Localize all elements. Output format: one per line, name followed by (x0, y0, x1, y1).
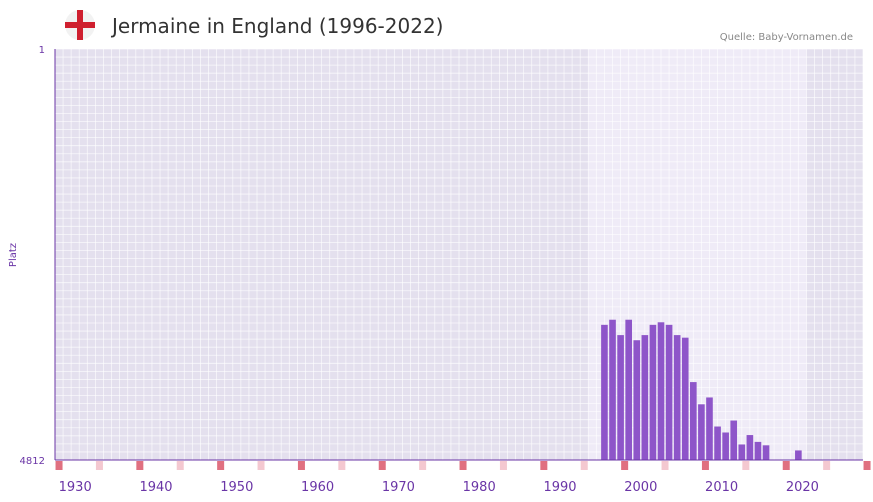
x-tick-marker-minor (661, 461, 669, 470)
england-flag-icon (65, 10, 95, 40)
bar[interactable] (706, 397, 713, 460)
x-tick-label: 2020 (786, 480, 819, 495)
bar[interactable] (754, 441, 762, 460)
bar[interactable] (714, 426, 721, 460)
x-tick-label: 1940 (139, 480, 172, 495)
bar[interactable] (690, 382, 697, 460)
x-tick-marker-major (459, 461, 467, 470)
x-tick-marker-minor (95, 461, 103, 470)
x-tick-label: 2000 (624, 480, 657, 495)
x-tick-marker-minor (338, 461, 346, 470)
bar[interactable] (609, 319, 616, 460)
x-tick-label: 1930 (59, 480, 92, 495)
x-tick-marker-minor (823, 461, 831, 470)
x-tick-marker-major (297, 461, 305, 470)
x-tick-marker-major (621, 461, 629, 470)
x-tick-label: 1990 (543, 480, 576, 495)
x-tick-marker-minor (742, 461, 750, 470)
bar[interactable] (633, 340, 641, 460)
x-tick-marker-minor (580, 461, 588, 470)
x-tick-marker-minor (499, 461, 507, 470)
x-tick-marker-major (701, 461, 709, 470)
x-tick-marker-minor (419, 461, 427, 470)
x-tick-marker-major (782, 461, 790, 470)
x-tick-marker-minor (176, 461, 184, 470)
x-tick-label: 1960 (301, 480, 334, 495)
x-tick-label: 1950 (220, 480, 253, 495)
y-axis-label: Platz (8, 243, 19, 267)
bar[interactable] (673, 335, 681, 460)
bar[interactable] (795, 450, 802, 460)
x-tick-labels: 1930 1940 1950 1960 1970 1980 1990 2000 2010 2020 (59, 480, 819, 495)
bar[interactable] (730, 420, 738, 460)
x-tick-marker-minor (257, 461, 265, 470)
bar[interactable] (617, 335, 624, 460)
x-tick-label: 1980 (463, 480, 496, 495)
bar[interactable] (681, 337, 689, 460)
bar[interactable] (665, 324, 673, 460)
source-label: Quelle: Baby-Vornamen.de (720, 32, 853, 43)
x-tick-marker-major (136, 461, 144, 470)
x-tick-label: 2010 (705, 480, 738, 495)
x-tick-label: 1970 (382, 480, 415, 495)
bar[interactable] (746, 435, 754, 460)
x-tick-marker-major (378, 461, 386, 470)
chart-title: Jermaine in England (1996-2022) (110, 14, 443, 38)
x-tick-marker-major (55, 461, 63, 470)
bar[interactable] (649, 324, 657, 460)
bar[interactable] (738, 444, 746, 460)
x-tick-markers (55, 461, 871, 470)
y-tick-label-bottom: 4812 (20, 456, 45, 467)
grid (54, 48, 864, 461)
x-tick-marker-major (217, 461, 225, 470)
bar[interactable] (762, 445, 770, 460)
bar[interactable] (722, 432, 729, 460)
bar[interactable] (625, 319, 632, 460)
bar[interactable] (657, 322, 665, 460)
plot-highlight-range (588, 49, 807, 460)
x-tick-marker-major (540, 461, 548, 470)
x-tick-marker-major (863, 461, 871, 470)
bar[interactable] (698, 404, 705, 460)
bar[interactable] (641, 335, 649, 460)
bar-series (601, 319, 802, 460)
bar[interactable] (601, 324, 608, 460)
y-tick-label-top: 1 (39, 45, 45, 56)
